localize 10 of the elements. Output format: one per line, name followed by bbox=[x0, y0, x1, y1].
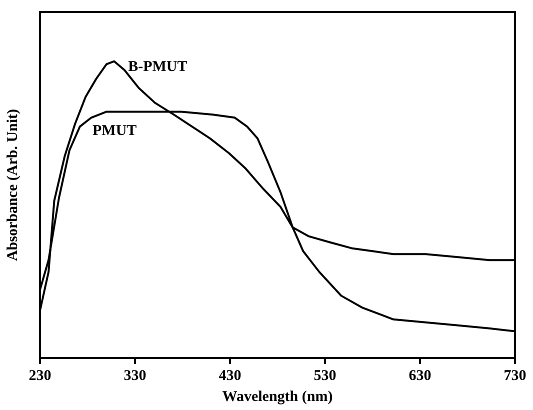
x-axis-title: Wavelength (nm) bbox=[222, 388, 333, 405]
x-tick-label: 730 bbox=[504, 368, 526, 384]
y-axis-title: Absorbance (Arb. Unit) bbox=[4, 108, 21, 262]
series-label: PMUT bbox=[92, 123, 137, 140]
x-tick-label: 230 bbox=[28, 368, 52, 384]
x-tick-label: 530 bbox=[314, 368, 336, 384]
x-tick-label: 330 bbox=[124, 368, 146, 384]
x-tick-label: 430 bbox=[218, 368, 242, 384]
series-label: B-PMUT bbox=[128, 59, 188, 76]
x-tick-label: 630 bbox=[408, 368, 432, 384]
